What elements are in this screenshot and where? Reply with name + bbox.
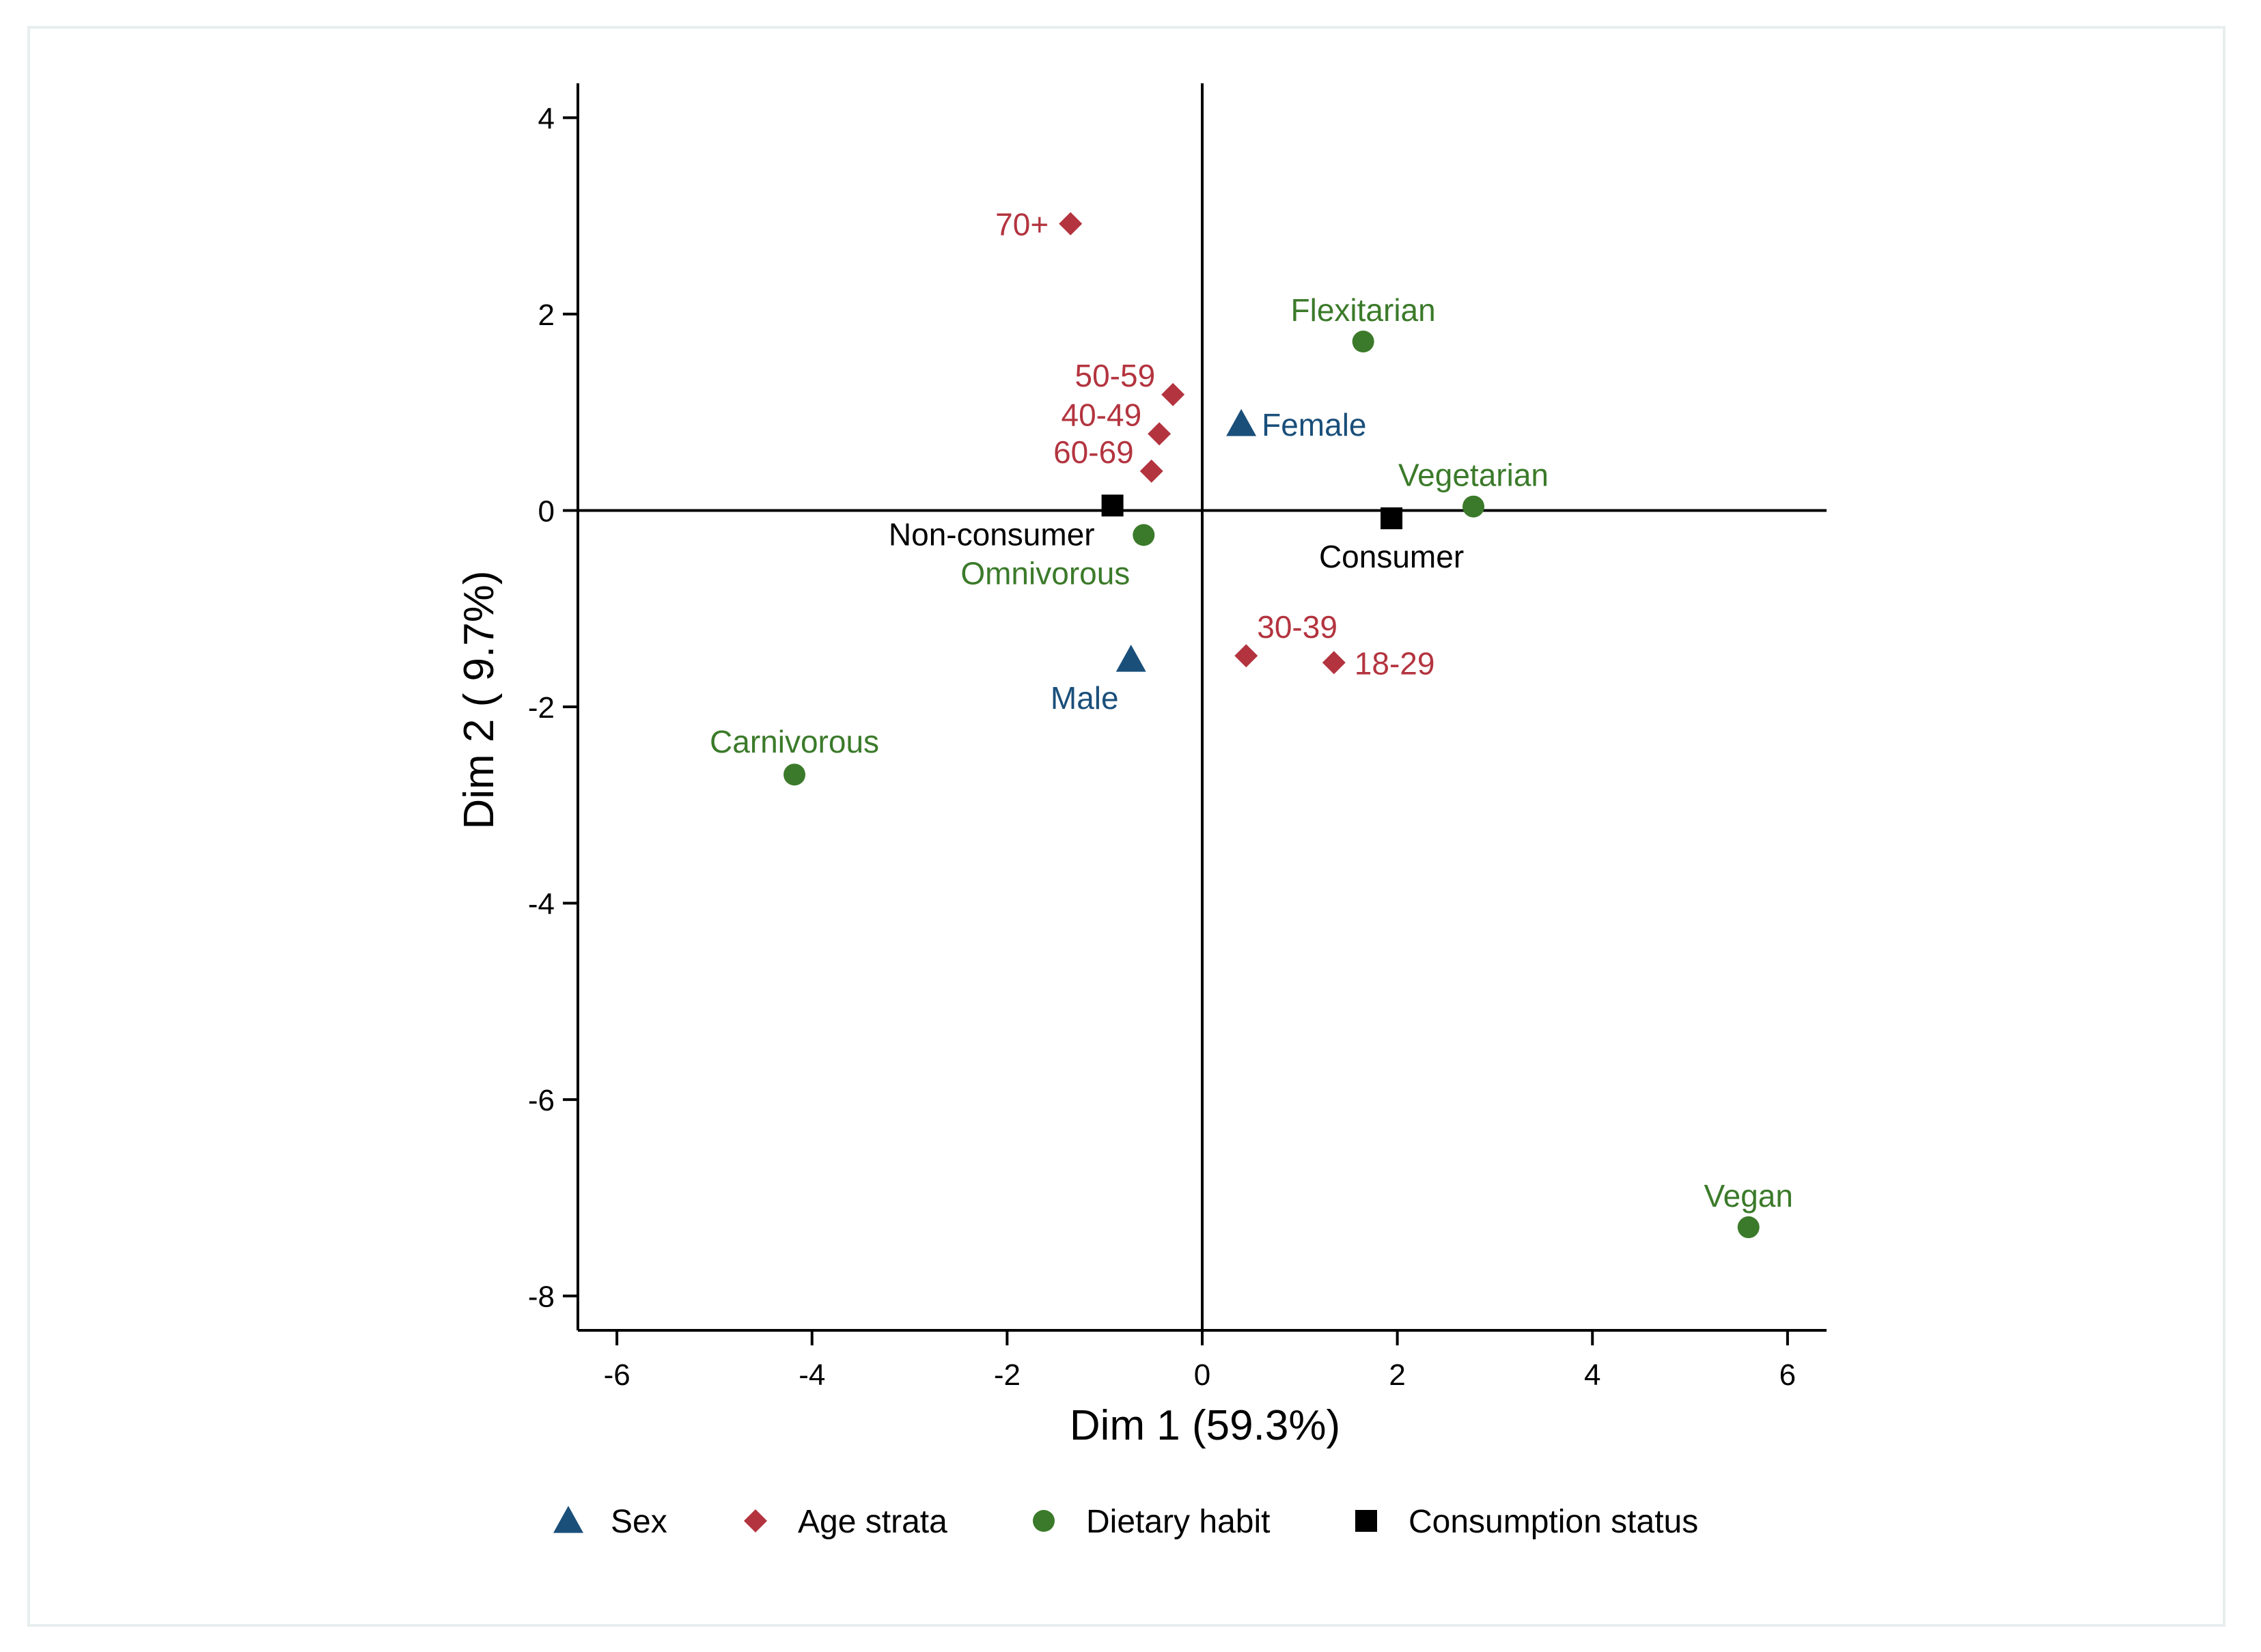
- x-tick-label: 2: [1389, 1358, 1405, 1392]
- point-carnivorous: [783, 764, 806, 786]
- point-label-male: Male: [1051, 680, 1119, 716]
- point-male: [1115, 644, 1146, 672]
- point-label-18-29: 18-29: [1355, 645, 1435, 681]
- x-tick-label: 6: [1779, 1358, 1796, 1392]
- point-30-39: [1234, 644, 1258, 668]
- y-tick-label: -6: [528, 1084, 555, 1117]
- point-label-30-39: 30-39: [1257, 609, 1337, 645]
- point-18-29: [1322, 651, 1346, 675]
- figure-frame: [27, 26, 2225, 1627]
- point-flexitarian: [1352, 331, 1374, 353]
- point-omnivorous: [1133, 524, 1155, 546]
- point-label-female: Female: [1262, 407, 1366, 443]
- point-vegan: [1737, 1216, 1760, 1239]
- point-vegetarian: [1462, 495, 1485, 518]
- point-label-vegetarian: Vegetarian: [1398, 458, 1549, 493]
- point-50-59: [1161, 382, 1185, 406]
- point-consumer: [1381, 507, 1403, 529]
- y-tick-label: 2: [538, 298, 555, 332]
- y-tick-label: 0: [538, 494, 555, 528]
- x-tick-label: -2: [994, 1358, 1021, 1392]
- point-label-40-49: 40-49: [1062, 397, 1142, 432]
- y-tick-label: -4: [528, 888, 555, 921]
- point-label-carnivorous: Carnivorous: [710, 724, 879, 759]
- x-tick-label: 4: [1584, 1358, 1600, 1392]
- legend: Sex Age strata Dietary habit Consumption st…: [553, 1504, 1698, 1540]
- point-70-: [1059, 212, 1083, 236]
- point-label-60-69: 60-69: [1053, 434, 1134, 470]
- x-axis-title: Dim 1 (59.3%): [1070, 1402, 1340, 1449]
- point-label-consumer: Consumer: [1319, 539, 1464, 574]
- legend-label-age-strata: Age strata: [798, 1504, 947, 1540]
- point-label-70-: 70+: [995, 207, 1049, 242]
- x-tick-label: -4: [799, 1358, 825, 1392]
- point-label-vegan: Vegan: [1704, 1178, 1793, 1214]
- point-40-49: [1148, 422, 1171, 446]
- y-tick-label: -8: [528, 1280, 555, 1314]
- point-60-69: [1139, 459, 1163, 483]
- y-tick-label: 4: [538, 102, 555, 135]
- point-label-50-59: 50-59: [1075, 358, 1156, 393]
- plot-area: -6 -4 -2 0 2 4 6 4 2 0 -2 -4 -6 -8 Female Male 70+ 50-59 4…: [528, 83, 1827, 1392]
- y-tick-label: -2: [528, 691, 555, 725]
- point-label-non-consumer: Non-consumer: [889, 516, 1095, 552]
- legend-marker-consumption-status: [1355, 1510, 1377, 1532]
- legend-label-sex: Sex: [611, 1504, 667, 1540]
- point-non-consumer: [1101, 494, 1124, 517]
- x-tick-label: 0: [1194, 1358, 1210, 1392]
- legend-marker-sex: [553, 1506, 583, 1533]
- legend-label-dietary-habit: Dietary habit: [1086, 1504, 1270, 1540]
- legend-marker-dietary-habit: [1033, 1510, 1055, 1532]
- point-female: [1226, 408, 1257, 436]
- point-label-omnivorous: Omnivorous: [960, 555, 1130, 591]
- x-tick-label: -6: [604, 1358, 630, 1392]
- legend-marker-age-strata: [744, 1509, 767, 1532]
- y-axis-title: Dim 2 ( 9.7%): [456, 571, 503, 830]
- legend-label-consumption-status: Consumption status: [1409, 1504, 1698, 1540]
- point-label-flexitarian: Flexitarian: [1291, 292, 1436, 328]
